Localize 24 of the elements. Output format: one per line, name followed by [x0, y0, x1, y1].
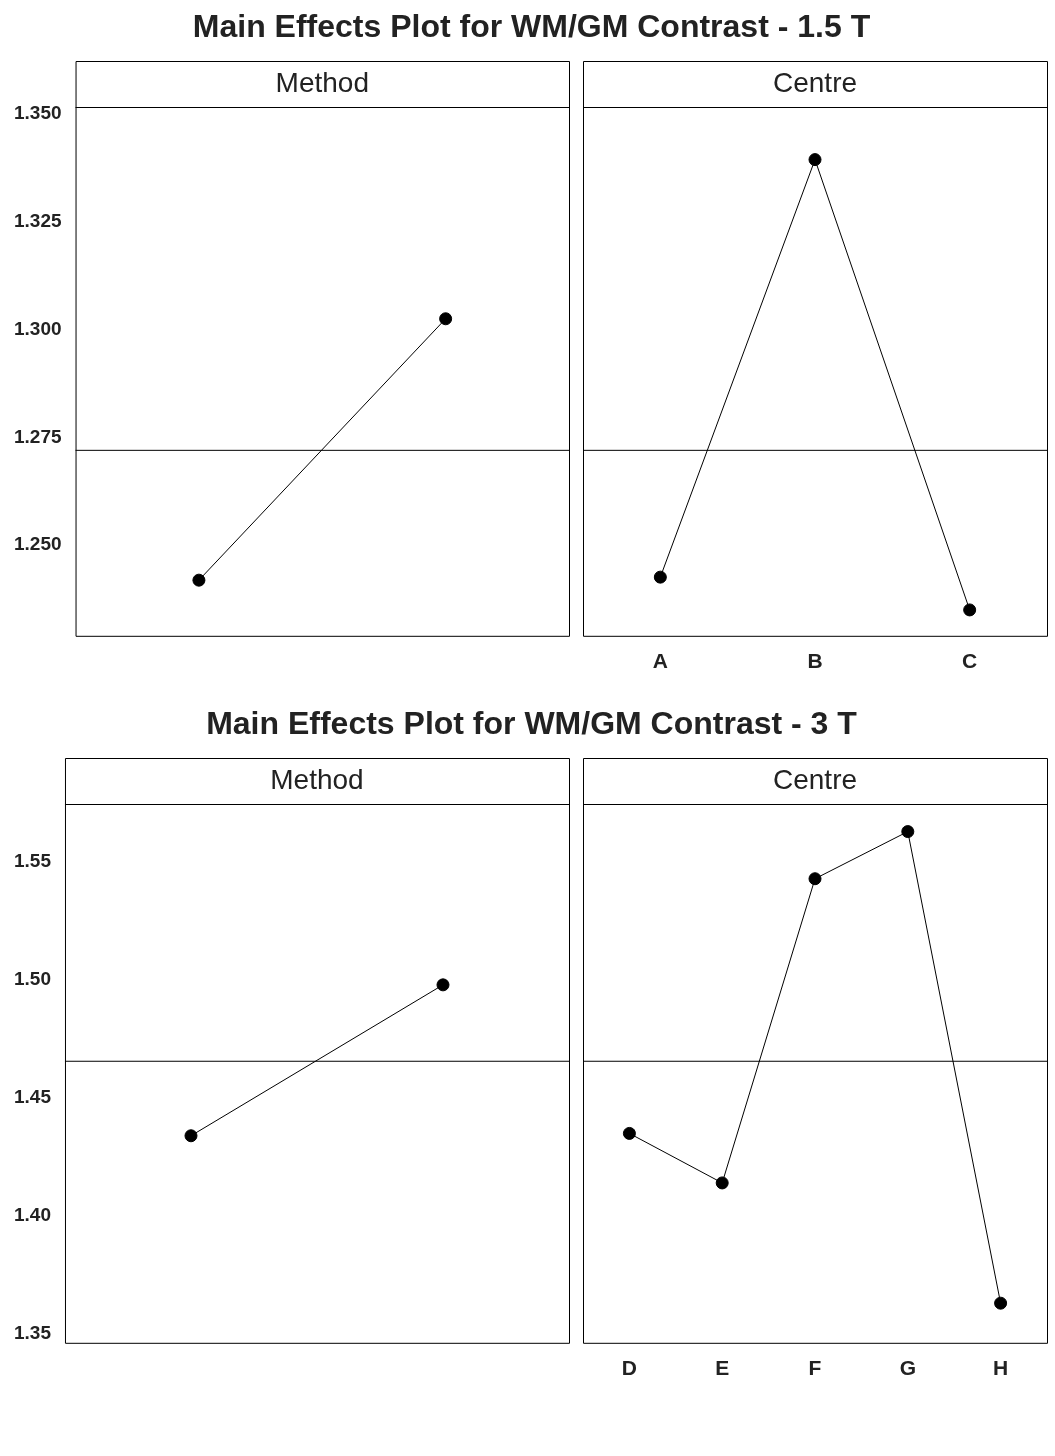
x-tick-label: B [807, 649, 823, 673]
chart-subtitle: Centre [772, 763, 858, 795]
y-tick-label: 1.55 [14, 850, 52, 872]
y-tick-label: 1.325 [14, 209, 62, 231]
y-tick-label: 1.35 [14, 1322, 52, 1344]
y-tick-label: 1.275 [14, 425, 62, 447]
y-tick-label: 1.250 [14, 533, 62, 555]
y-tick-label: 1.40 [14, 1204, 51, 1226]
x-tick-label: D [621, 1356, 637, 1380]
chart-title: Main Effects Plot for WM/GM Contrast - 1.5 T [191, 8, 872, 45]
chart-title: Main Effects Plot for WM/GM Contrast - 3 T [205, 705, 858, 742]
y-tick-label: 1.50 [14, 968, 51, 990]
y-tick-label: 1.300 [14, 317, 62, 339]
x-tick-label: A [652, 649, 668, 673]
x-tick-label: C [962, 649, 978, 673]
x-tick-label: E [715, 1356, 730, 1380]
x-tick-label: G [899, 1356, 916, 1380]
chart-subtitle: Centre [772, 66, 858, 98]
y-tick-label: 1.45 [14, 1086, 52, 1108]
x-tick-label: F [808, 1356, 822, 1380]
chart-subtitle: Method [270, 763, 364, 795]
chart-subtitle: Method [275, 66, 369, 98]
y-tick-label: 1.350 [14, 102, 62, 124]
x-tick-label: H [993, 1356, 1009, 1380]
